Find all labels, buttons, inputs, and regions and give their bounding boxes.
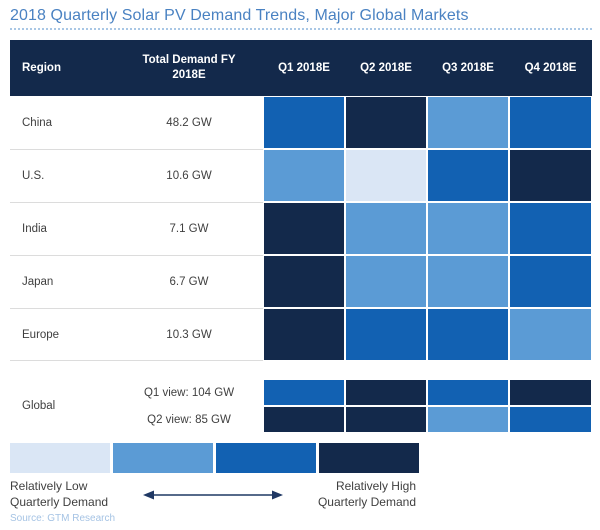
- col-header-total-demand-label: Total Demand FY 2018E: [142, 54, 236, 81]
- region-label: Japan: [10, 255, 115, 308]
- total-demand-value: 48.2 GW: [166, 116, 212, 129]
- legend-labels: Relatively Low Quarterly Demand Relative…: [10, 479, 416, 510]
- col-header-q1: Q1 2018E: [278, 61, 330, 74]
- heat-cell-global-q2view-q4: [509, 406, 592, 433]
- heat-cell-global-q1view-q2: [345, 379, 427, 406]
- heat-cell-japan-q4: [509, 255, 592, 308]
- heat-cell-europe-q2: [345, 308, 427, 361]
- heat-cell-global-q1view-q3: [427, 379, 509, 406]
- heat-cell-europe-q4: [509, 308, 592, 361]
- heat-cell-europe-q1: [263, 308, 345, 361]
- global-q1-view-label: Q1 view: 104 GW: [143, 386, 235, 399]
- heat-cell-us-q4: [509, 149, 592, 202]
- total-demand-value: 10.3 GW: [115, 308, 263, 361]
- legend-range-arrow-icon: [108, 489, 318, 501]
- heat-cell-india-q2: [345, 202, 427, 255]
- heat-cell-global-q2view-q3: [427, 406, 509, 433]
- table-row-india: India 7.1 GW: [10, 202, 592, 255]
- legend-low-label: Relatively Low Quarterly Demand: [10, 479, 109, 509]
- heat-cell-china-q2: [345, 96, 427, 149]
- source-note: Source: GTM Research: [10, 513, 116, 525]
- col-header-q4: Q4 2018E: [524, 61, 577, 74]
- heat-cell-india-q4: [509, 202, 592, 255]
- global-region-label: Global: [22, 400, 56, 412]
- heat-cell-global-q2view-q2: [345, 406, 427, 433]
- demand-heatmap-table: Region Total Demand FY 2018E Q1 2018E Q2…: [10, 40, 592, 361]
- heat-cell-us-q2: [345, 149, 427, 202]
- total-demand-value: 6.7 GW: [115, 255, 263, 308]
- heat-cell-japan-q2: [345, 255, 427, 308]
- heat-cell-india-q1: [263, 202, 345, 255]
- table-header-row: Region Total Demand FY 2018E Q1 2018E Q2…: [10, 40, 592, 96]
- table-row-china: China 48.2 GW: [10, 96, 592, 149]
- legend-swatch-level-1: [10, 443, 110, 473]
- table-row-us: U.S. 10.6 GW: [10, 149, 592, 202]
- legend-swatch-level-3: [216, 443, 316, 473]
- legend-swatches: [10, 443, 600, 473]
- heat-cell-us-q3: [427, 149, 509, 202]
- global-q2-view-label: Q2 view: 85 GW: [147, 413, 231, 426]
- col-header-q3: Q3 2018E: [442, 61, 494, 74]
- col-header-q2: Q2 2018E: [360, 61, 412, 74]
- region-label: Europe: [10, 308, 115, 361]
- heat-cell-india-q3: [427, 202, 509, 255]
- legend: Relatively Low Quarterly Demand Relative…: [10, 443, 600, 510]
- title-separator: [10, 28, 592, 30]
- page-title: 2018 Quarterly Solar PV Demand Trends, M…: [10, 7, 469, 24]
- table-row-japan: Japan 6.7 GW: [10, 255, 592, 308]
- legend-swatch-level-4: [319, 443, 419, 473]
- total-demand-value: 7.1 GW: [115, 202, 263, 255]
- heat-cell-global-q2view-q1: [263, 406, 345, 433]
- heat-cell-global-q1view-q1: [263, 379, 345, 406]
- region-label: India: [10, 202, 115, 255]
- col-header-region: Region: [22, 61, 61, 74]
- region-label: China: [22, 116, 53, 129]
- heat-cell-japan-q1: [263, 255, 345, 308]
- table-row-europe: Europe 10.3 GW: [10, 308, 592, 361]
- region-label: U.S.: [10, 149, 115, 202]
- legend-high-label: Relatively High Quarterly Demand: [317, 479, 416, 509]
- global-summary-section: Global Q1 view: 104 GW Q2 view: 85 GW: [10, 379, 592, 433]
- heat-cell-china-q4: [509, 96, 592, 149]
- heat-cell-japan-q3: [427, 255, 509, 308]
- heat-cell-china-q3: [427, 96, 509, 149]
- total-demand-value: 10.6 GW: [115, 149, 263, 202]
- legend-swatch-level-2: [113, 443, 213, 473]
- heat-cell-europe-q3: [427, 308, 509, 361]
- col-header-total-demand: Total Demand FY 2018E: [115, 40, 263, 96]
- heat-cell-us-q1: [263, 149, 345, 202]
- heat-cell-china-q1: [263, 96, 345, 149]
- heat-cell-global-q1view-q4: [509, 379, 592, 406]
